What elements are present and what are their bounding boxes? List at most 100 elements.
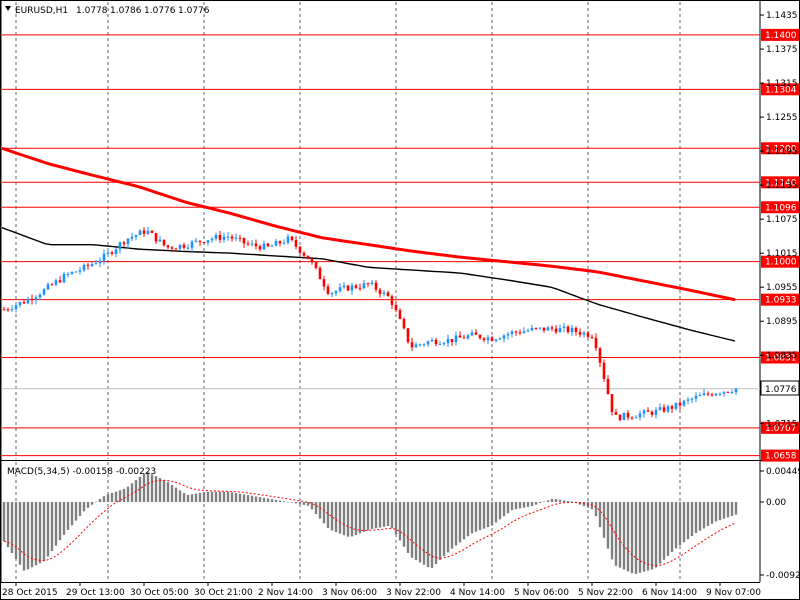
candle-body[interactable]: [666, 406, 670, 412]
candle-body[interactable]: [198, 240, 202, 243]
candle-body[interactable]: [466, 335, 470, 339]
candle-body[interactable]: [14, 305, 18, 310]
candle-body[interactable]: [6, 309, 10, 311]
candle-body[interactable]: [494, 339, 498, 342]
candle-body[interactable]: [538, 327, 542, 329]
candle-body[interactable]: [730, 392, 734, 394]
candle-body[interactable]: [106, 252, 110, 254]
candle-body[interactable]: [130, 236, 134, 239]
candle-body[interactable]: [638, 413, 642, 418]
candle-body[interactable]: [270, 245, 274, 247]
candle-body[interactable]: [150, 230, 154, 233]
candle-body[interactable]: [378, 289, 382, 294]
candle-body[interactable]: [662, 407, 666, 412]
candle-body[interactable]: [98, 260, 102, 264]
candle-body[interactable]: [566, 326, 570, 333]
candle-body[interactable]: [110, 252, 114, 254]
candle-body[interactable]: [582, 332, 586, 335]
candle-body[interactable]: [266, 243, 270, 247]
candle-body[interactable]: [186, 247, 190, 249]
candle-body[interactable]: [526, 330, 530, 332]
candle-body[interactable]: [202, 242, 206, 244]
candle-body[interactable]: [678, 402, 682, 406]
candle-body[interactable]: [94, 263, 98, 265]
candle-body[interactable]: [374, 282, 378, 290]
candle-body[interactable]: [242, 237, 246, 244]
candle-body[interactable]: [286, 236, 290, 243]
candle-body[interactable]: [706, 393, 710, 395]
candle-body[interactable]: [154, 232, 158, 242]
candle-body[interactable]: [510, 331, 514, 335]
candle-body[interactable]: [430, 339, 434, 342]
candle-body[interactable]: [2, 309, 6, 311]
candle-body[interactable]: [230, 236, 234, 239]
candle-body[interactable]: [82, 264, 86, 271]
candle-body[interactable]: [38, 294, 42, 298]
candle-body[interactable]: [254, 243, 258, 247]
candle-body[interactable]: [610, 394, 614, 413]
candle-body[interactable]: [142, 230, 146, 234]
candle-body[interactable]: [622, 412, 626, 421]
candle-body[interactable]: [310, 259, 314, 263]
candle-body[interactable]: [386, 292, 390, 297]
candle-body[interactable]: [122, 242, 126, 245]
candle-body[interactable]: [570, 327, 574, 333]
candle-body[interactable]: [438, 343, 442, 345]
candle-body[interactable]: [410, 342, 414, 348]
candle-body[interactable]: [426, 341, 430, 345]
candle-body[interactable]: [86, 264, 90, 266]
candle-body[interactable]: [182, 244, 186, 248]
candle-body[interactable]: [206, 240, 210, 243]
triangle-down-icon[interactable]: [5, 6, 11, 11]
candle-body[interactable]: [162, 239, 166, 246]
candle-body[interactable]: [670, 406, 674, 409]
candle-body[interactable]: [534, 327, 538, 329]
candle-body[interactable]: [558, 328, 562, 333]
ma-slow-line[interactable]: [1, 227, 736, 342]
candle-body[interactable]: [442, 343, 446, 345]
candle-body[interactable]: [602, 362, 606, 379]
candle-body[interactable]: [318, 267, 322, 280]
candle-body[interactable]: [274, 241, 278, 246]
candle-body[interactable]: [370, 282, 374, 285]
candle-body[interactable]: [342, 285, 346, 288]
ma-fast-line[interactable]: [1, 146, 736, 302]
candle-body[interactable]: [258, 246, 262, 250]
candle-body[interactable]: [578, 332, 582, 335]
candle-body[interactable]: [486, 337, 490, 341]
candle-body[interactable]: [118, 242, 122, 250]
candle-body[interactable]: [298, 246, 302, 253]
candle-body[interactable]: [606, 378, 610, 395]
candle-body[interactable]: [102, 253, 106, 261]
candle-body[interactable]: [658, 407, 662, 410]
candle-body[interactable]: [482, 338, 486, 341]
candle-body[interactable]: [78, 270, 82, 272]
candle-body[interactable]: [726, 391, 730, 393]
candle-body[interactable]: [138, 230, 142, 236]
candle-body[interactable]: [366, 283, 370, 285]
candle-body[interactable]: [554, 328, 558, 333]
candle-body[interactable]: [598, 348, 602, 363]
candle-body[interactable]: [546, 327, 550, 331]
candle-body[interactable]: [246, 243, 250, 245]
candle-body[interactable]: [194, 240, 198, 242]
candle-body[interactable]: [690, 398, 694, 400]
candle-body[interactable]: [434, 339, 438, 345]
candle-body[interactable]: [626, 412, 630, 418]
candle-body[interactable]: [42, 289, 46, 295]
candle-body[interactable]: [518, 332, 522, 334]
candle-body[interactable]: [30, 298, 34, 301]
candle-body[interactable]: [394, 304, 398, 311]
candle-body[interactable]: [302, 252, 306, 256]
candle-body[interactable]: [326, 286, 330, 294]
candle-body[interactable]: [90, 263, 94, 266]
candle-body[interactable]: [166, 245, 170, 248]
candle-body[interactable]: [306, 255, 310, 260]
candle-body[interactable]: [334, 291, 338, 294]
candle-body[interactable]: [390, 296, 394, 305]
candle-body[interactable]: [62, 273, 66, 283]
candle-body[interactable]: [522, 331, 526, 334]
candle-body[interactable]: [218, 235, 222, 240]
candle-body[interactable]: [66, 273, 70, 275]
candle-body[interactable]: [422, 344, 426, 346]
